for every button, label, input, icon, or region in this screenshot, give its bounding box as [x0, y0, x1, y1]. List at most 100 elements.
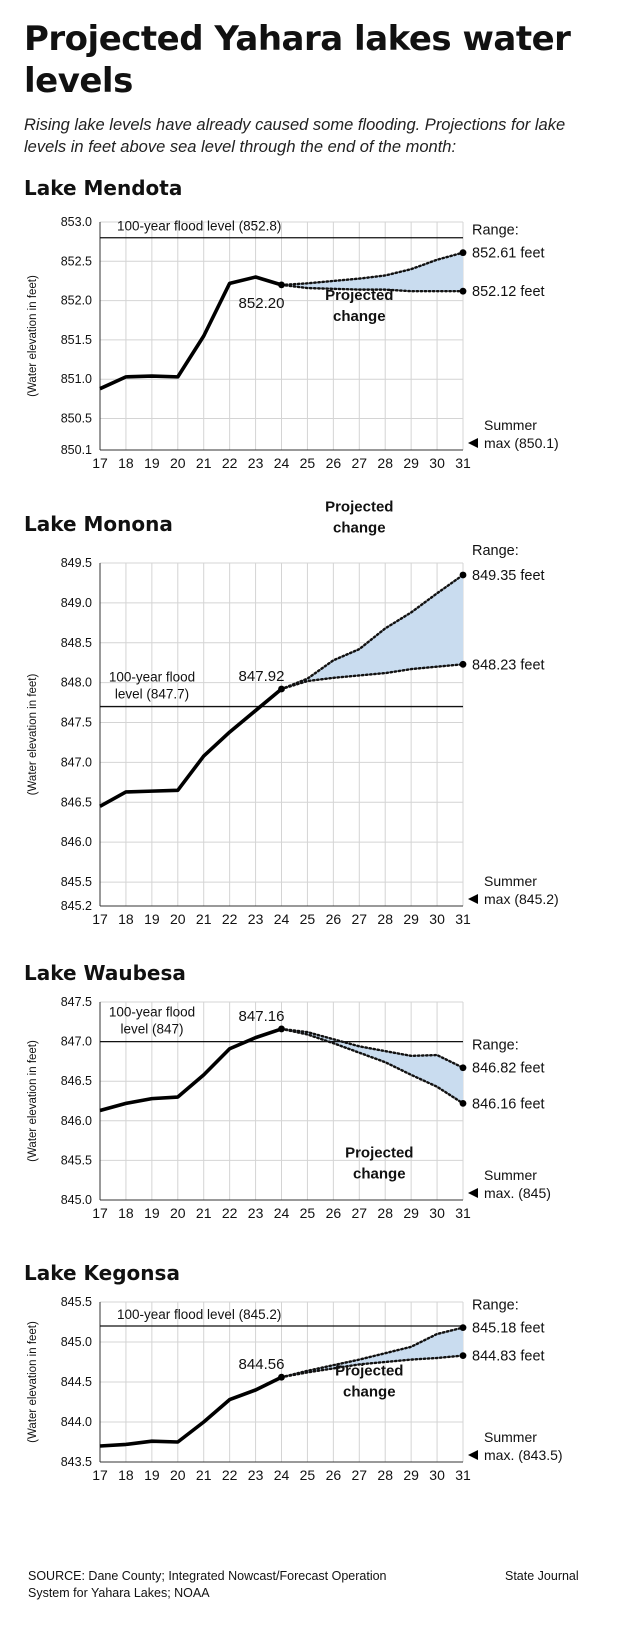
- flood-level-label: 100-year flood: [109, 670, 195, 685]
- projected-low-label: 852.12 feet: [472, 284, 545, 300]
- y-axis-label: (Water elevation in feet): [27, 275, 39, 397]
- y-tick-label: 845.5: [61, 1153, 92, 1167]
- x-tick-label: 18: [118, 911, 134, 927]
- x-tick-label: 17: [92, 911, 108, 927]
- projected-low-label: 844.83 feet: [472, 1349, 545, 1365]
- summer-max-label: Summer: [484, 873, 537, 889]
- current-level-label: 847.92: [239, 668, 285, 685]
- projected-low-point: [459, 287, 467, 295]
- projected-low-line: [280, 663, 465, 691]
- x-tick-label: 31: [455, 1467, 471, 1483]
- projected-change-label: change: [343, 1384, 396, 1401]
- y-tick-label: 847.0: [61, 755, 92, 769]
- x-tick-label: 21: [196, 1205, 212, 1221]
- x-tick-label: 26: [326, 455, 342, 471]
- projected-change-label: change: [333, 308, 386, 325]
- x-tick-label: 24: [274, 1205, 290, 1221]
- x-tick-label: 24: [274, 455, 290, 471]
- y-tick-label: 853.0: [61, 215, 92, 229]
- x-tick-label: 23: [248, 911, 264, 927]
- y-axis-label: (Water elevation in feet): [27, 1040, 39, 1162]
- projected-change-label: change: [353, 1166, 406, 1183]
- projected-low-line: [280, 283, 465, 293]
- x-tick-label: 25: [300, 455, 316, 471]
- y-tick-label: 846.0: [61, 1114, 92, 1128]
- projected-high-label: 852.61 feet: [472, 246, 545, 262]
- x-tick-label: 30: [429, 911, 445, 927]
- y-tick-label: 846.5: [61, 1074, 92, 1088]
- y-tick-label: 850.5: [61, 412, 92, 426]
- y-tick-label: 848.5: [61, 636, 92, 650]
- projected-high-line: [280, 1027, 465, 1069]
- x-tick-label: 27: [351, 1205, 367, 1221]
- projected-range-area: [281, 574, 463, 690]
- observed-line: [99, 1375, 283, 1448]
- x-tick-label: 17: [92, 455, 108, 471]
- current-level-label: 852.20: [239, 295, 285, 312]
- flood-level-label: 100-year flood: [109, 1005, 195, 1020]
- x-tick-label: 20: [170, 1467, 186, 1483]
- y-tick-label: 847.5: [61, 716, 92, 730]
- y-tick-label: 851.5: [61, 333, 92, 347]
- projected-high-point: [459, 571, 467, 579]
- summer-max-label: Summer: [484, 417, 537, 433]
- lake-title-waubesa: Lake Waubesa: [24, 961, 186, 985]
- x-tick-label: 19: [144, 911, 160, 927]
- y-tick-label: 845.0: [61, 1335, 92, 1349]
- x-tick-label: 19: [144, 455, 160, 471]
- page-subtitle: Rising lake levels have already caused s…: [24, 116, 566, 156]
- projected-change-label: Projected: [325, 499, 393, 516]
- x-tick-label: 21: [196, 1467, 212, 1483]
- current-level-label: 847.16: [239, 1008, 285, 1025]
- summer-max-label: max. (843.5): [484, 1447, 563, 1463]
- projected-high-label: 849.35 feet: [472, 568, 545, 584]
- projected-high-label: 846.82 feet: [472, 1061, 545, 1077]
- current-level-point: [278, 1373, 285, 1381]
- projected-high-point: [459, 1064, 467, 1072]
- y-tick-label: 845.5: [61, 875, 92, 889]
- summer-max-label: Summer: [484, 1167, 537, 1183]
- projected-change-label: Projected: [335, 1363, 403, 1380]
- y-axis-label: (Water elevation in feet): [27, 1321, 39, 1443]
- summer-max-marker: [468, 438, 478, 448]
- y-tick-label: 847.0: [61, 1035, 92, 1049]
- flood-level-label: 100-year flood level (845.2): [117, 1307, 281, 1322]
- lake-title-kegonsa: Lake Kegonsa: [24, 1261, 180, 1285]
- y-tick-label: 852.5: [61, 254, 92, 268]
- x-tick-label: 22: [222, 1205, 238, 1221]
- x-tick-label: 29: [403, 1205, 419, 1221]
- x-tick-label: 25: [300, 1205, 316, 1221]
- x-tick-label: 18: [118, 1205, 134, 1221]
- summer-max-marker: [468, 894, 478, 904]
- x-tick-label: 19: [144, 1205, 160, 1221]
- x-tick-label: 30: [429, 1205, 445, 1221]
- projected-low-line: [280, 1027, 465, 1105]
- x-tick-label: 23: [248, 455, 264, 471]
- y-tick-label: 844.5: [61, 1375, 92, 1389]
- lake-title-mendota: Lake Mendota: [24, 176, 183, 200]
- y-tick-label: 851.0: [61, 372, 92, 386]
- x-tick-label: 30: [429, 455, 445, 471]
- x-tick-label: 26: [326, 1467, 342, 1483]
- y-tick-label: 849.5: [61, 556, 92, 570]
- x-tick-label: 31: [455, 911, 471, 927]
- range-label: Range:: [472, 1298, 519, 1314]
- chart-lake-kegonsa: 843.5 844.0 844.5 845.0 845.5 17 18 19 20 21 22 23 2…: [27, 1295, 563, 1483]
- projected-low-point: [459, 1099, 467, 1107]
- y-tick-label: 846.5: [61, 795, 92, 809]
- flood-level-label: 100-year flood level (852.8): [117, 219, 281, 234]
- y-tick-label: 847.5: [61, 995, 92, 1009]
- current-level-point: [278, 685, 285, 693]
- x-tick-label: 20: [170, 1205, 186, 1221]
- y-tick-label: 845.2: [61, 899, 92, 913]
- summer-max-label: Summer: [484, 1429, 537, 1445]
- x-tick-label: 27: [351, 1467, 367, 1483]
- x-tick-label: 22: [222, 1467, 238, 1483]
- x-tick-label: 20: [170, 911, 186, 927]
- x-tick-label: 25: [300, 1467, 316, 1483]
- x-tick-label: 19: [144, 1467, 160, 1483]
- x-tick-label: 22: [222, 455, 238, 471]
- x-tick-label: 29: [403, 455, 419, 471]
- x-tick-label: 21: [196, 455, 212, 471]
- current-level-label: 844.56: [239, 1356, 285, 1373]
